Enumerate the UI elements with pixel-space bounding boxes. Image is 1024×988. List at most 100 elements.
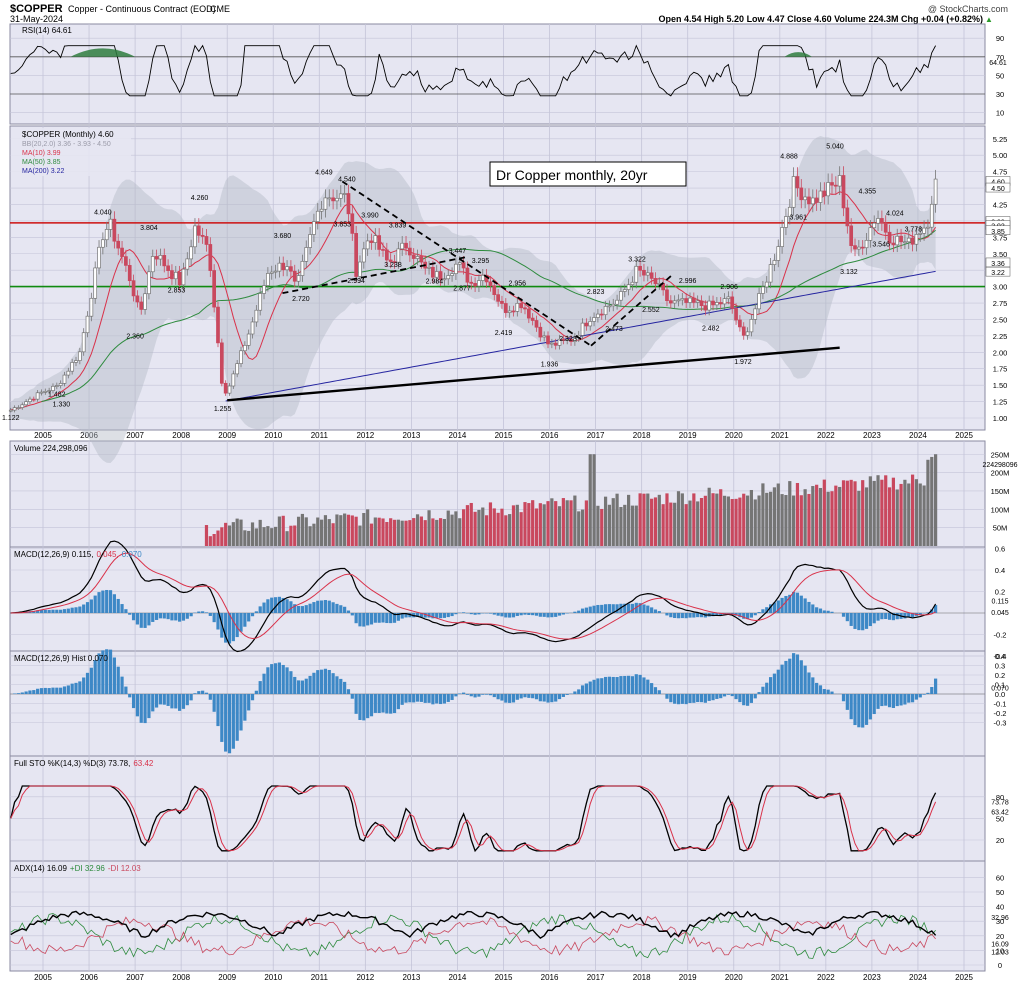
- volume-bar: [339, 515, 342, 546]
- candle-body: [654, 278, 657, 283]
- candle-body: [911, 238, 914, 244]
- macd-hist-bar: [378, 613, 381, 623]
- candle-body: [335, 198, 338, 201]
- hist-bar: [669, 694, 672, 702]
- candle-body: [497, 295, 500, 302]
- macd-hist-bar: [589, 607, 592, 613]
- volume-bar: [450, 515, 453, 546]
- candle-body: [190, 247, 193, 259]
- y-tick-label: -0.3: [994, 719, 1007, 728]
- hist-bar: [362, 694, 365, 720]
- volume-bar: [792, 496, 795, 546]
- candle-body: [78, 352, 81, 361]
- volume-bar: [282, 516, 285, 546]
- candle-body: [247, 334, 250, 345]
- macd-hist-bar: [74, 607, 77, 613]
- candle-body: [435, 272, 438, 278]
- macd-hist-bar: [757, 612, 760, 613]
- hist-bar: [247, 694, 250, 710]
- volume-bar: [585, 500, 588, 546]
- macd-hist-bar: [470, 613, 473, 614]
- macd-hist-bar: [865, 613, 868, 629]
- volume-bar: [704, 496, 707, 546]
- hist-bar: [481, 694, 484, 695]
- macd-hist-bar: [186, 613, 189, 619]
- candle-body: [458, 263, 461, 265]
- candle-body: [677, 300, 680, 301]
- candle-body: [508, 311, 511, 313]
- macd-hist-bar: [896, 613, 899, 619]
- candle-body: [489, 282, 492, 286]
- candle-body: [182, 269, 185, 285]
- hist-bar: [232, 694, 235, 749]
- volume-bar: [750, 490, 753, 546]
- price-point-label: 1.936: [541, 362, 559, 369]
- candle-body: [301, 261, 304, 275]
- candle-body: [213, 271, 216, 308]
- hist-bar: [193, 693, 196, 694]
- candle-body: [351, 214, 354, 234]
- candle-body: [892, 243, 895, 245]
- x-tick-label: 2022: [817, 431, 835, 440]
- candle-body: [366, 241, 369, 249]
- y-tick-label: 1.25: [993, 398, 1008, 407]
- volume-bar: [351, 515, 354, 546]
- rsi-title-text: RSI(14) 64.61: [22, 26, 72, 35]
- volume-bar: [554, 501, 557, 546]
- hist-bar: [71, 684, 74, 694]
- candle-body: [167, 266, 170, 271]
- y-tick-label: 10: [996, 109, 1004, 118]
- hist-bar: [155, 694, 158, 708]
- hist-bar: [366, 694, 369, 718]
- macd-hist-bar: [255, 611, 258, 613]
- candle-body: [147, 272, 150, 294]
- hist-bar: [124, 687, 127, 694]
- hist-bar: [827, 690, 830, 694]
- hist-bar: [224, 694, 227, 752]
- macd-hist-bar: [903, 613, 906, 618]
- price-right-label: 3.22: [991, 270, 1005, 277]
- volume-bar: [385, 522, 388, 546]
- hist-bar: [523, 694, 526, 697]
- candle-body: [700, 301, 703, 306]
- candle-body: [454, 264, 457, 273]
- volume-bar: [696, 501, 699, 546]
- candle-body: [631, 282, 634, 284]
- price-point-label: 3.295: [472, 258, 490, 265]
- hist-bar: [40, 688, 43, 694]
- y-tick-label: 100M: [991, 505, 1010, 514]
- hist-bar: [477, 694, 480, 697]
- sto-right-label: 73.78: [991, 799, 1009, 806]
- candle-body: [121, 248, 124, 257]
- candle-body: [527, 309, 530, 318]
- hist-bar: [681, 694, 684, 704]
- macd-hist-bar: [343, 607, 346, 613]
- candle-body: [719, 302, 722, 303]
- hist-bar: [270, 664, 273, 694]
- volume-bar: [243, 530, 246, 546]
- candle-body: [758, 293, 761, 308]
- hist-bar: [865, 694, 868, 725]
- macd-hist-bar: [681, 613, 684, 618]
- hist-bar: [163, 694, 166, 705]
- candle-body: [773, 260, 776, 264]
- hist-bar: [558, 694, 561, 699]
- date: 31-May-2024: [10, 14, 63, 24]
- macd-hist-bar: [312, 602, 315, 613]
- candle-body: [151, 256, 154, 271]
- volume-bar: [757, 495, 760, 546]
- hist-bar: [55, 688, 58, 694]
- candle-body: [554, 343, 557, 345]
- volume-bar: [734, 499, 737, 546]
- volume-bar: [650, 499, 653, 546]
- candle-body: [815, 198, 818, 203]
- macd-hist-bar: [147, 613, 150, 625]
- hist-title: MACD(12,26,9) Hist 0.070: [14, 654, 108, 663]
- macd-hist-bar: [289, 601, 292, 613]
- macd-hist-bar: [754, 613, 757, 615]
- candle-body: [170, 271, 173, 279]
- volume-bar: [619, 507, 622, 546]
- adx-minus-di: -DI 12.03: [108, 864, 141, 873]
- volume-bar: [781, 494, 784, 546]
- candle-body: [412, 255, 415, 259]
